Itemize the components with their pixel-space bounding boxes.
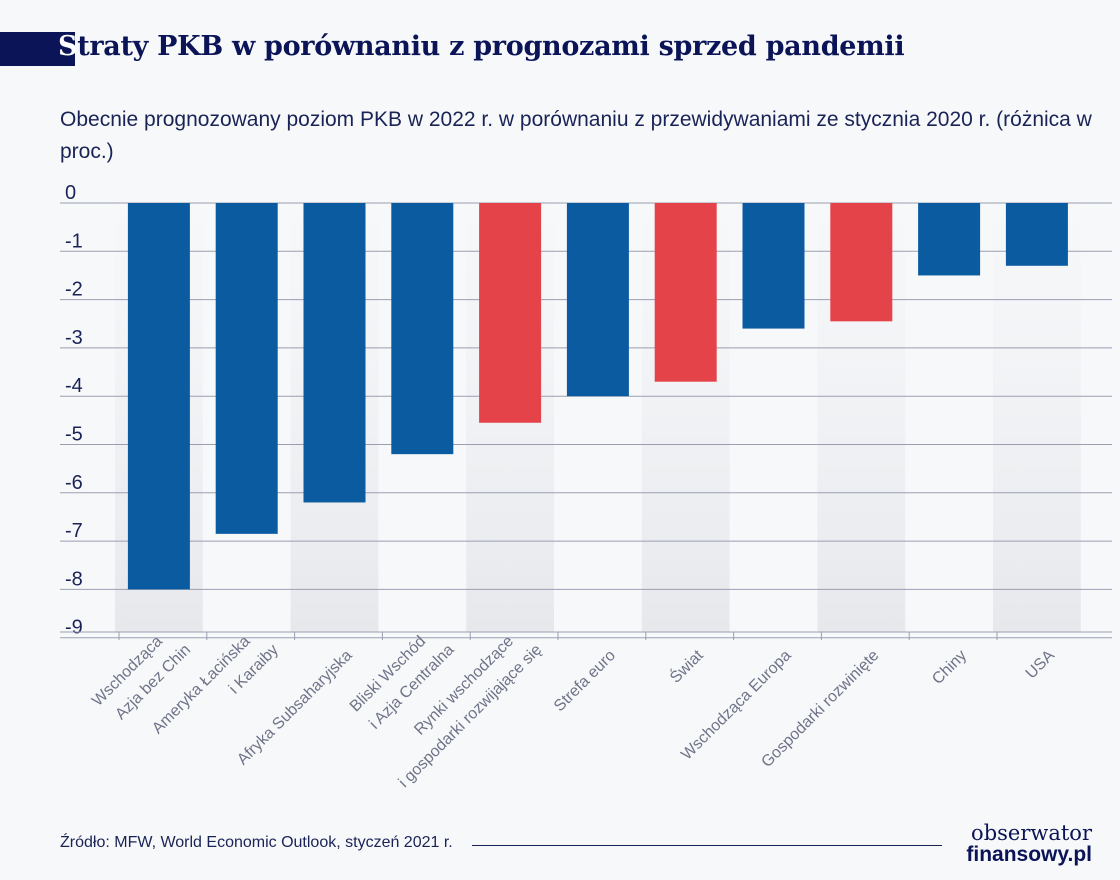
y-tick-label: -7: [65, 520, 83, 542]
bar: [1005, 203, 1068, 266]
y-tick-label: -1: [65, 230, 83, 252]
x-tick-label-line: Świat: [666, 645, 707, 686]
y-tick-label: -3: [65, 327, 83, 349]
bar: [742, 203, 805, 329]
x-tick-label-line: i gospodarki rozwijające się: [396, 641, 546, 791]
bar: [127, 203, 190, 590]
y-tick-label: -5: [65, 424, 83, 446]
logo-line1: obserwator: [971, 821, 1092, 845]
bar: [830, 203, 893, 322]
x-tick-label-line: USA: [1023, 647, 1059, 683]
column-shade: [993, 195, 1081, 632]
logo: obserwator finansowy.pl: [966, 822, 1092, 866]
bar: [566, 203, 629, 397]
y-tick-label: -8: [65, 568, 83, 590]
logo-line2: finansowy.pl: [966, 843, 1092, 866]
bar: [918, 203, 981, 276]
y-tick-label: 0: [65, 182, 76, 204]
y-tick-label: -6: [65, 472, 83, 494]
title-accent-block: [0, 32, 75, 66]
x-tick-label: Chiny: [929, 647, 970, 688]
y-tick-label: -4: [65, 375, 83, 397]
bar: [479, 203, 542, 423]
x-tick-label: Świat: [666, 645, 707, 686]
x-tick-label: USA: [1023, 647, 1059, 683]
x-tick-label-line: Chiny: [929, 647, 970, 688]
y-tick-label: -2: [65, 279, 83, 301]
chart-subtitle: Obecnie prognozowany poziom PKB w 2022 r…: [60, 108, 1092, 163]
source-divider: [472, 845, 942, 846]
y-tick-label: -9: [65, 617, 83, 639]
x-tick-label: Strefa euro: [551, 647, 619, 715]
bar: [654, 203, 717, 382]
bar: [303, 203, 366, 503]
x-tick-label-line: Strefa euro: [551, 647, 619, 715]
source-note: Źródło: MFW, World Economic Outlook, sty…: [60, 834, 453, 851]
bar: [215, 203, 278, 534]
chart-title: Straty PKB w porównaniu z prognozami spr…: [58, 31, 905, 62]
bar: [391, 203, 454, 455]
